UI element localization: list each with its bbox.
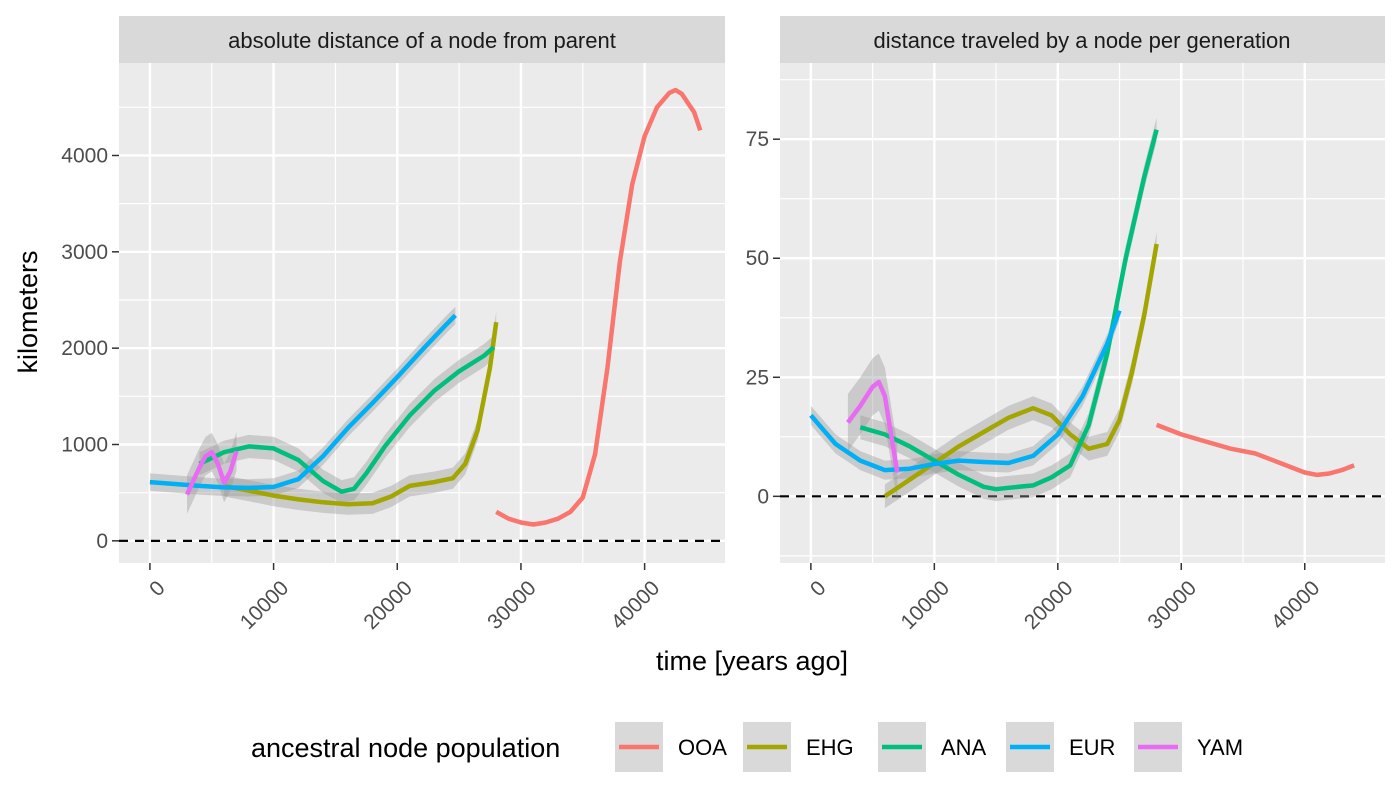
x-tick-label: 20000 (359, 576, 417, 634)
y-tick-label: 75 (746, 128, 769, 151)
y-axis-title: kilometers (13, 250, 43, 373)
y-tick-label: 50 (746, 247, 769, 270)
y-tick-label: 1000 (61, 434, 108, 457)
y-tick-label: 2000 (61, 337, 108, 360)
panel-2-background (780, 63, 1385, 563)
y-tick-label: 4000 (61, 144, 108, 167)
series-line-ooa (1155, 422, 1355, 478)
panel-1-series (149, 87, 703, 527)
panel-2-strip (780, 16, 1385, 63)
x-tick-label: 10000 (896, 576, 954, 634)
panel-2-series (809, 117, 1355, 509)
ribbon-eur (149, 306, 456, 497)
panel-2-x-axis: 0 10000 20000 30000 40000 (806, 563, 1324, 634)
ribbon-ehg (884, 232, 1157, 509)
x-tick-label: 40000 (1267, 576, 1325, 634)
ribbon-yam (847, 353, 898, 502)
series-line-ehg (883, 243, 1159, 499)
series-line-ehg (223, 321, 499, 507)
y-tick-label: 25 (746, 366, 769, 389)
legend-label-ehg: EHG (806, 735, 854, 760)
legend-label-ooa: OOA (678, 735, 727, 760)
y-tick-label: 0 (757, 485, 769, 508)
panel-2-y-axis: 0 25 50 75 (746, 128, 780, 508)
panel-1-title: absolute distance of a node from parent (228, 28, 616, 53)
series-line-ana (198, 345, 496, 494)
series-line-eur (809, 309, 1122, 473)
x-tick-label: 30000 (483, 576, 541, 634)
legend-title: ancestral node population (251, 733, 560, 763)
x-tick-label: 20000 (1020, 576, 1078, 634)
x-axis-title: time [years ago] (656, 646, 848, 676)
panel-1-y-axis: 0 1000 2000 3000 4000 (61, 144, 119, 553)
panel-1-x-axis: 0 10000 20000 30000 40000 (145, 563, 664, 634)
legend-keys: OOA EHG ANA EUR YAM (615, 722, 1243, 772)
y-tick-label: 3000 (61, 241, 108, 264)
panel-2-title: distance traveled by a node per generati… (873, 28, 1290, 53)
legend-label-eur: EUR (1069, 735, 1115, 760)
panel-1-strip (119, 16, 725, 63)
x-tick-label: 10000 (236, 576, 294, 634)
panel-distance-per-generation: distance traveled by a node per generati… (746, 16, 1385, 634)
series-line-yam (184, 449, 239, 496)
y-tick-label: 0 (96, 530, 108, 553)
x-tick-label: 0 (806, 576, 831, 601)
series-line-yam (846, 379, 900, 473)
series-line-ana (859, 129, 1159, 492)
panel-absolute-distance: absolute distance of a node from parent … (61, 16, 725, 634)
legend-label-yam: YAM (1197, 735, 1243, 760)
x-tick-label: 0 (145, 576, 170, 601)
ribbon-yam (187, 432, 237, 514)
series-line-ooa (495, 87, 703, 527)
x-tick-label: 30000 (1143, 576, 1201, 634)
x-tick-label: 40000 (607, 576, 665, 634)
panel-1-background (119, 63, 725, 563)
ribbon-ehg (224, 311, 497, 515)
panel-1-gridlines (119, 63, 725, 563)
legend: ancestral node population OOA EHG ANA EUR YA… (251, 722, 1243, 772)
series-line-eur (149, 313, 457, 491)
legend-label-ana: ANA (941, 735, 987, 760)
